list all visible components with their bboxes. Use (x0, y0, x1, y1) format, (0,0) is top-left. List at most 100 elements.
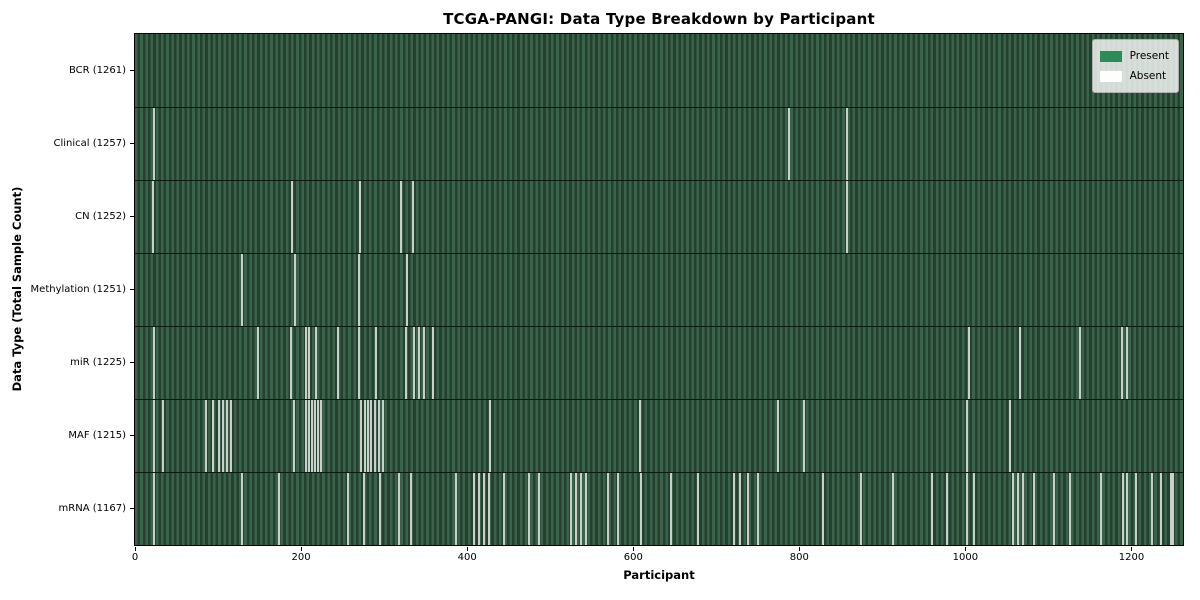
y-tick-label-Clinical: Clinical (1257) (53, 137, 127, 149)
absent-stripe-mRNA (579, 473, 582, 545)
absent-stripe-mRNA (1021, 473, 1024, 545)
x-tick-label-1000: 1000 (952, 552, 979, 563)
x-tick-mark (1131, 547, 1132, 551)
absent-stripe-Clinical (788, 108, 791, 180)
absent-stripe-miR (305, 327, 308, 399)
absent-stripe-mRNA (756, 473, 759, 545)
absent-stripe-CN (845, 181, 848, 253)
x-tick-mark (964, 547, 966, 551)
absent-stripe-miR (256, 327, 259, 399)
absent-stripe-miR (336, 327, 339, 399)
absent-stripe-mRNA (379, 473, 381, 545)
absent-stripe-mRNA (1052, 473, 1055, 545)
absent-stripe-mRNA (241, 473, 244, 545)
absent-stripe-mRNA (1069, 473, 1072, 545)
y-tick-mark (130, 362, 134, 363)
row-MAF (135, 399, 1183, 472)
x-tick-mark (134, 547, 136, 551)
row-BCR (135, 34, 1183, 107)
x-tick-label-600: 600 (623, 552, 643, 563)
absent-stripe-mRNA (409, 473, 412, 545)
absent-stripe-mRNA (639, 473, 642, 545)
x-tick-mark (300, 547, 302, 551)
absent-stripe-miR (315, 327, 317, 399)
x-tick-label-200: 200 (291, 552, 311, 563)
absent-stripe-MAF (212, 400, 215, 472)
absent-stripe-mRNA (697, 473, 699, 545)
x-tick-label-800: 800 (789, 552, 809, 563)
absent-stripe-Clinical (153, 108, 156, 180)
y-tick-label-MAF: MAF (1215) (68, 429, 126, 441)
legend-present-swatch (1099, 50, 1122, 62)
absent-stripe-MAF (222, 400, 224, 472)
absent-stripe-mRNA (502, 473, 505, 545)
absent-stripe-MAF (366, 400, 369, 472)
absent-stripe-miR (1079, 327, 1081, 399)
row-miR (135, 326, 1183, 399)
absent-stripe-mRNA (732, 473, 735, 545)
absent-stripe-CN (152, 181, 155, 253)
absent-stripe-MAF (966, 400, 969, 472)
y-tick-label-mRNA: mRNA (1167) (58, 502, 126, 514)
absent-stripe-mRNA (606, 473, 609, 545)
absent-stripe-mRNA (966, 473, 969, 545)
x-tick-label-0: 0 (131, 552, 139, 563)
absent-stripe-mRNA (570, 473, 572, 545)
absent-stripe-MAF (314, 400, 317, 472)
absent-stripe-CN (412, 181, 415, 253)
y-tick-label-CN: CN (1252) (75, 210, 126, 222)
absent-stripe-mRNA (1172, 473, 1174, 545)
absent-stripe-mRNA (821, 473, 824, 545)
absent-stripe-MAF (378, 400, 381, 472)
absent-stripe-miR (1121, 327, 1124, 399)
absent-stripe-mRNA (487, 473, 490, 545)
absent-stripe-mRNA (746, 473, 749, 545)
absent-stripe-mRNA (584, 473, 587, 545)
x-tick-mark (632, 547, 634, 551)
absent-stripe-mRNA (153, 473, 156, 545)
absent-stripe-MAF (489, 400, 492, 472)
absent-stripe-miR (404, 327, 407, 399)
y-tick-mark (130, 216, 134, 217)
absent-stripe-mRNA (972, 473, 975, 545)
absent-stripe-miR (423, 327, 425, 399)
absent-stripe-MAF (226, 400, 229, 472)
absent-stripe-mRNA (859, 473, 862, 545)
y-tick-label-Methylation: Methylation (1251) (30, 283, 126, 295)
x-tick-label-400: 400 (457, 552, 477, 563)
absent-stripe-Methylation (241, 254, 244, 326)
absent-stripe-Methylation (294, 254, 297, 326)
absent-stripe-mRNA (1122, 473, 1125, 545)
absent-stripe-mRNA (1016, 473, 1019, 545)
absent-stripe-miR (967, 327, 970, 399)
absent-stripe-miR (418, 327, 420, 399)
absent-stripe-MAF (307, 400, 310, 472)
legend-entry-absent: Absent (1099, 66, 1169, 86)
legend-entry-present: Present (1099, 46, 1169, 66)
legend-present-label: Present (1129, 50, 1169, 62)
absent-stripe-MAF (292, 400, 295, 472)
absent-stripe-mRNA (454, 473, 457, 545)
absent-stripe-miR (374, 327, 377, 399)
x-tick-label-1200: 1200 (1118, 552, 1145, 563)
absent-stripe-miR (1019, 327, 1022, 399)
absent-stripe-mRNA (1032, 473, 1035, 545)
absent-stripe-mRNA (931, 473, 934, 545)
absent-stripe-mRNA (1099, 473, 1102, 545)
absent-stripe-MAF (802, 400, 805, 472)
absent-stripe-MAF (320, 400, 322, 472)
absent-stripe-MAF (381, 400, 384, 472)
absent-stripe-mRNA (537, 473, 540, 545)
absent-stripe-mRNA (477, 473, 480, 545)
absent-stripe-mRNA (1159, 473, 1162, 545)
absent-stripe-mRNA (472, 473, 475, 545)
absent-stripe-MAF (316, 400, 319, 472)
absent-stripe-Clinical (845, 108, 848, 180)
x-tick-mark (466, 547, 468, 551)
row-mRNA (135, 472, 1183, 545)
row-Clinical (135, 107, 1183, 180)
absent-stripe-MAF (369, 400, 372, 472)
absent-stripe-MAF (204, 400, 207, 472)
absent-stripe-mRNA (739, 473, 742, 545)
